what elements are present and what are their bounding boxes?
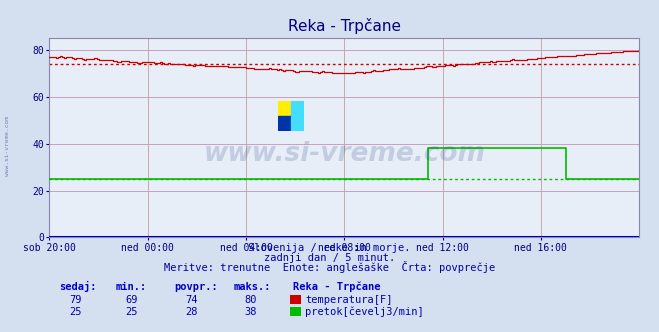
Bar [277, 116, 291, 131]
Text: 25: 25 [126, 307, 138, 317]
Text: maks.:: maks.: [234, 283, 272, 292]
Text: 69: 69 [126, 295, 138, 305]
Text: 80: 80 [244, 295, 256, 305]
Text: Slovenija / reke in morje.: Slovenija / reke in morje. [248, 243, 411, 253]
Text: povpr.:: povpr.: [175, 283, 218, 292]
Text: www.si-vreme.com: www.si-vreme.com [5, 116, 11, 176]
Text: www.si-vreme.com: www.si-vreme.com [204, 141, 485, 167]
Bar [277, 101, 291, 116]
Text: 38: 38 [244, 307, 256, 317]
Text: 79: 79 [70, 295, 82, 305]
Text: Meritve: trenutne  Enote: anglešaške  Črta: povprečje: Meritve: trenutne Enote: anglešaške Črta… [164, 261, 495, 273]
Text: sedaj:: sedaj: [59, 282, 97, 292]
Text: pretok[čevelj3/min]: pretok[čevelj3/min] [305, 306, 424, 317]
Text: Reka - Trpčane: Reka - Trpčane [293, 282, 381, 292]
Text: 25: 25 [70, 307, 82, 317]
Bar [291, 116, 304, 131]
Bar [291, 101, 304, 116]
Text: 28: 28 [185, 307, 197, 317]
Text: min.:: min.: [115, 283, 146, 292]
Title: Reka - Trpčane: Reka - Trpčane [288, 18, 401, 34]
Text: temperatura[F]: temperatura[F] [305, 295, 393, 305]
Text: zadnji dan / 5 minut.: zadnji dan / 5 minut. [264, 253, 395, 263]
Text: 74: 74 [185, 295, 197, 305]
